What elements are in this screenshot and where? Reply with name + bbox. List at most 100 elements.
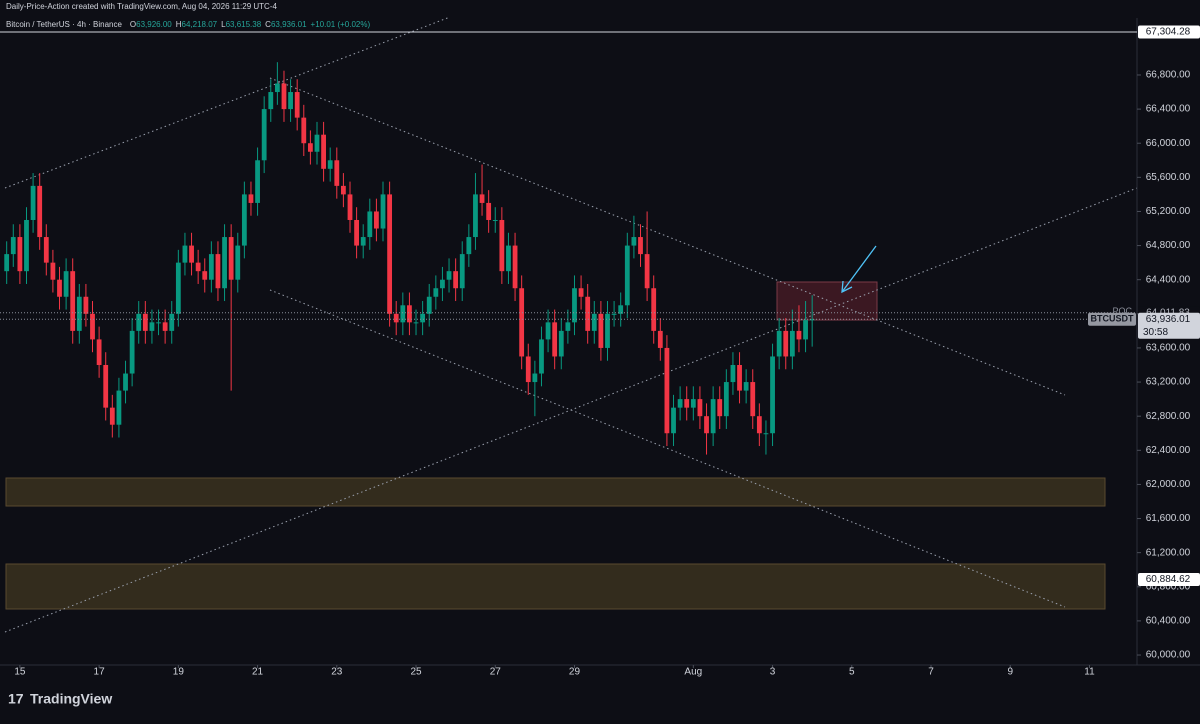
candle-body <box>70 271 76 331</box>
y-tick-label: 66,000.00 <box>1146 138 1191 149</box>
candle-body <box>499 219 505 272</box>
candle-body <box>142 313 148 331</box>
candle-body <box>763 433 769 435</box>
candle-body <box>717 399 723 417</box>
candle-body <box>433 288 439 297</box>
candle-body <box>651 288 657 331</box>
candle-body <box>420 313 426 323</box>
tag: BTCUSDT <box>1091 314 1134 324</box>
candle-body <box>182 245 188 263</box>
candle-body <box>512 245 518 289</box>
y-tick-label: 60,800.00 <box>1146 581 1191 592</box>
price-label: 63,936.01 <box>1146 314 1191 325</box>
y-tick-label: 63,600.00 <box>1146 343 1191 354</box>
candle-body <box>334 160 340 186</box>
candle-body <box>222 237 227 289</box>
candle-body <box>671 407 676 434</box>
price-label-box <box>1138 312 1200 339</box>
trendline <box>4 187 1138 633</box>
candle-body <box>215 254 221 289</box>
trendline <box>4 16 451 189</box>
candle-body <box>466 237 472 255</box>
brand-name: TradingView <box>30 691 112 707</box>
candle-body <box>248 194 254 203</box>
candle-body <box>565 322 571 331</box>
candle-body <box>63 271 69 297</box>
candle-body <box>129 330 135 374</box>
x-tick-label: 27 <box>490 667 502 678</box>
legend-value: 63,936.01 <box>271 20 307 29</box>
candle-body <box>400 305 406 323</box>
candle-body <box>413 322 419 324</box>
legend-key: H <box>176 20 182 29</box>
candle-body <box>380 194 386 229</box>
y-tick-label: 61,200.00 <box>1146 547 1191 558</box>
candle-body <box>591 313 597 331</box>
legend: Bitcoin / TetherUS · 4h · Binance O 63,92… <box>6 20 370 29</box>
x-tick-label: Aug <box>684 667 702 678</box>
candle-body <box>684 399 690 408</box>
y-tick-label: 65,200.00 <box>1146 206 1191 217</box>
candle-body <box>809 319 815 321</box>
candle-body <box>624 245 630 306</box>
price-label: 67,304.28 <box>1146 27 1191 38</box>
symbol: Bitcoin / TetherUS · 4h · Binance <box>6 20 122 29</box>
candle-body <box>426 296 432 314</box>
candle-body <box>690 399 696 408</box>
candle-body <box>697 399 703 417</box>
candle-body <box>618 305 624 314</box>
legend-key: O <box>130 20 136 29</box>
x-tick-label: 11 <box>1084 667 1095 678</box>
x-tick-label: 3 <box>770 667 776 678</box>
candle-body <box>255 160 260 203</box>
candle-body <box>519 288 525 357</box>
candle-body <box>644 254 650 289</box>
candle-body <box>261 109 267 161</box>
x-tick-label: 25 <box>410 667 422 678</box>
countdown: 30:58 <box>1143 327 1168 338</box>
candle-body <box>235 245 241 280</box>
y-tick-label: 66,800.00 <box>1146 70 1191 81</box>
candle-body <box>354 219 360 246</box>
candle-body <box>43 237 49 263</box>
legend-value: 63,615.38 <box>226 20 262 29</box>
candle-body <box>314 134 320 152</box>
candle-body <box>539 339 544 374</box>
x-tick-label: 5 <box>849 667 855 678</box>
candle-body <box>750 382 756 417</box>
candle-body <box>30 185 36 220</box>
candle-body <box>162 322 168 331</box>
candle-body <box>446 271 452 280</box>
candle-body <box>103 365 109 408</box>
candle-body <box>605 313 610 348</box>
zone <box>5 563 1106 610</box>
candle-body <box>677 399 683 408</box>
candle-body <box>281 83 287 110</box>
candle-body <box>789 330 795 357</box>
candle-body <box>704 416 709 434</box>
candle-body <box>301 117 307 144</box>
arrow <box>841 245 877 294</box>
candle-body <box>50 262 56 280</box>
candle-body <box>525 356 531 383</box>
candle-body <box>770 356 775 434</box>
x-tick-label: 17 <box>94 667 106 678</box>
candle-body <box>83 296 89 314</box>
x-tick-label: 9 <box>1007 667 1013 678</box>
candle-body <box>169 313 175 331</box>
y-tick-label: 65,600.00 <box>1146 172 1191 183</box>
candle-body <box>268 92 274 110</box>
candle-body <box>638 237 643 255</box>
candle-body <box>387 194 393 314</box>
candle-body <box>288 92 293 110</box>
candle-body <box>4 254 10 272</box>
header: Daily-Price-Action created with TradingV… <box>6 2 278 11</box>
candle-body <box>631 237 637 246</box>
candle-body <box>116 390 122 425</box>
brand: 17 TradingView <box>8 691 112 707</box>
price-label-box <box>1138 25 1200 39</box>
candle-body <box>552 322 558 357</box>
